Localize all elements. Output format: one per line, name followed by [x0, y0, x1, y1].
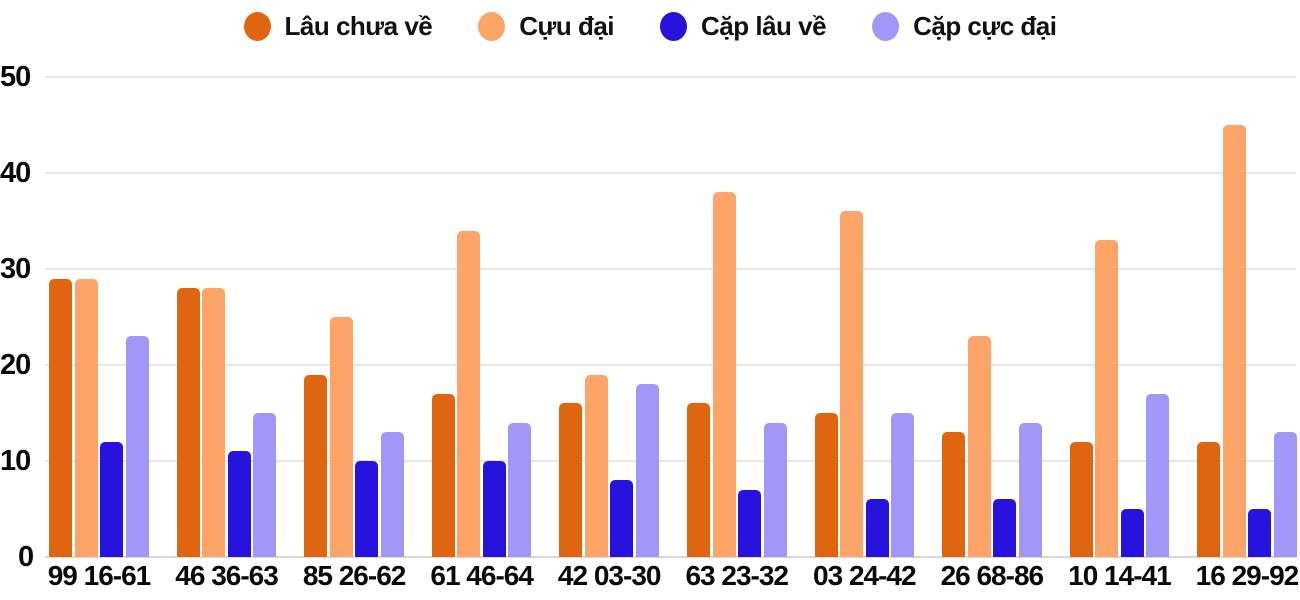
bar-lâu-chưa-về-85-26-62[interactable]	[304, 374, 328, 557]
legend-item-4[interactable]: Cặp cực đại	[872, 10, 1057, 42]
gridline	[45, 172, 1296, 174]
bar-cặp-cực-đại-85-26-62[interactable]	[380, 432, 404, 557]
bar-cặp-lâu-về-85-26-62[interactable]	[355, 461, 379, 557]
bar-cặp-lâu-về-61-46-64[interactable]	[482, 461, 506, 557]
bar-lâu-chưa-về-61-46-64[interactable]	[431, 393, 455, 557]
bar-cặp-lâu-về-26-68-86[interactable]	[993, 499, 1017, 557]
bar-lâu-chưa-về-16-29-92[interactable]	[1197, 441, 1221, 557]
y-axis-tick-label: 40	[0, 157, 31, 189]
bar-cựu-đại-85-26-62[interactable]	[329, 317, 353, 557]
legend-label: Cặp cực đại	[913, 10, 1057, 41]
x-axis-category-label: 63 23-32	[685, 560, 789, 591]
x-axis-category-label: 46 36-63	[175, 560, 279, 591]
x-axis-category-label: 61 46-64	[430, 560, 534, 591]
bar-cựu-đại-03-24-42[interactable]	[840, 211, 864, 557]
gridline	[45, 460, 1296, 462]
bar-lâu-chưa-về-03-24-42[interactable]	[814, 413, 838, 557]
bar-cựu-đại-10-14-41[interactable]	[1095, 240, 1119, 557]
legend-marker-circle-icon	[660, 11, 688, 41]
bar-lâu-chưa-về-26-68-86[interactable]	[942, 432, 966, 557]
gridline	[45, 364, 1296, 366]
bar-cặp-cực-đại-61-46-64[interactable]	[508, 422, 532, 557]
y-axis-tick-label: 30	[0, 253, 31, 285]
bar-lâu-chưa-về-63-23-32[interactable]	[687, 403, 710, 557]
x-axis-category-label: 16 29-92	[1195, 560, 1300, 591]
y-axis-tick-label: 10	[0, 445, 31, 477]
x-axis-category-label: 85 26-62	[302, 560, 407, 591]
x-axis-category-label: 10 14-41	[1068, 560, 1172, 591]
bar-cặp-cực-đại-99-16-61[interactable]	[125, 336, 149, 557]
bar-lâu-chưa-về-46-36-63[interactable]	[176, 288, 200, 557]
legend-item-2[interactable]: Cựu đại	[478, 10, 615, 42]
bar-cặp-cực-đại-46-36-63[interactable]	[253, 413, 277, 557]
x-axis-category-label: 99 16-61	[47, 560, 152, 591]
bar-cựu-đại-26-68-86[interactable]	[967, 336, 991, 557]
legend-marker-circle-icon	[243, 11, 271, 41]
bar-cặp-cực-đại-16-29-92[interactable]	[1273, 432, 1297, 557]
bar-cựu-đại-99-16-61[interactable]	[74, 278, 98, 557]
bar-cặp-cực-đại-42-03-30[interactable]	[635, 384, 659, 557]
y-axis-tick-label: 20	[0, 349, 31, 381]
x-axis-category-label: 03 24-42	[813, 560, 917, 591]
legend-item-1[interactable]: Lâu chưa về	[243, 10, 433, 42]
legend-item-3[interactable]: Cặp lâu về	[660, 10, 827, 42]
x-axis-category-label: 26 68-86	[940, 560, 1045, 591]
bar-cặp-lâu-về-46-36-63[interactable]	[227, 451, 251, 557]
legend-label: Cặp lâu về	[701, 10, 827, 41]
bar-lâu-chưa-về-99-16-61[interactable]	[49, 278, 73, 557]
bar-cựu-đại-46-36-63[interactable]	[202, 288, 226, 557]
legend-marker-circle-icon	[872, 11, 900, 41]
y-axis-tick-label: 50	[0, 61, 31, 93]
x-axis-category-label: 42 03-30	[557, 560, 662, 591]
bar-cựu-đại-63-23-32[interactable]	[712, 192, 736, 557]
bar-lâu-chưa-về-10-14-41[interactable]	[1069, 441, 1093, 557]
bar-cặp-lâu-về-42-03-30[interactable]	[610, 480, 634, 557]
legend-label: Cựu đại	[519, 10, 615, 41]
chart-legend: Lâu chưa về Cựu đại Cặp lâu về Cặp cực đại	[0, 4, 1300, 48]
bar-cặp-lâu-về-03-24-42[interactable]	[865, 499, 889, 557]
y-axis-tick-label: 0	[18, 541, 34, 573]
bar-cựu-đại-42-03-30[interactable]	[584, 374, 608, 557]
gridline	[45, 76, 1296, 78]
legend-marker-circle-icon	[478, 11, 506, 41]
bar-cặp-lâu-về-10-14-41[interactable]	[1120, 509, 1144, 557]
bar-lâu-chưa-về-42-03-30[interactable]	[559, 403, 583, 557]
bar-cựu-đại-16-29-92[interactable]	[1222, 125, 1246, 557]
bar-cặp-lâu-về-63-23-32[interactable]	[738, 489, 761, 557]
bar-cựu-đại-61-46-64[interactable]	[457, 230, 481, 557]
bar-cặp-cực-đại-26-68-86[interactable]	[1018, 422, 1042, 557]
bar-cặp-cực-đại-63-23-32[interactable]	[763, 422, 787, 557]
bar-cặp-cực-đại-03-24-42[interactable]	[891, 413, 915, 557]
x-axis-baseline	[45, 556, 1296, 558]
legend-label: Lâu chưa về	[284, 10, 433, 41]
gridline	[45, 268, 1296, 270]
bar-cặp-lâu-về-99-16-61[interactable]	[100, 441, 124, 557]
bar-cặp-cực-đại-10-14-41[interactable]	[1146, 393, 1170, 557]
bar-cặp-lâu-về-16-29-92[interactable]	[1248, 509, 1272, 557]
